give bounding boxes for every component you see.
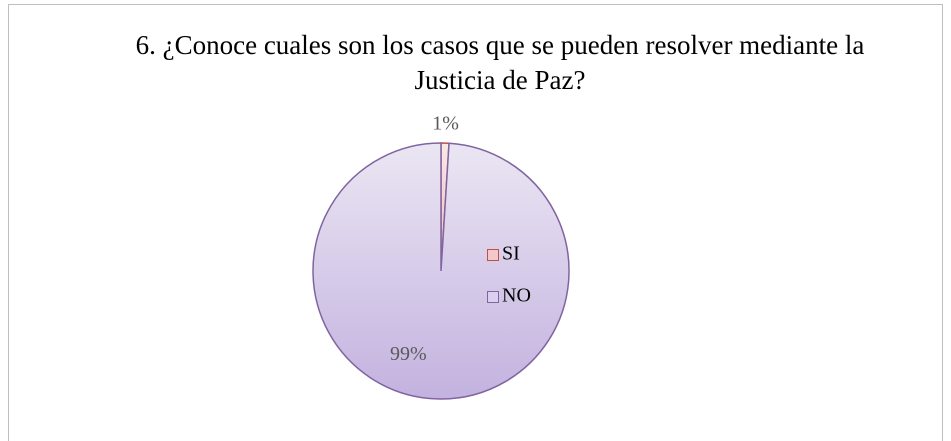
- legend-label: SI: [502, 243, 520, 265]
- legend-swatch: [487, 249, 499, 261]
- chart-title: 6. ¿Conoce cuales son los casos que se p…: [135, 30, 865, 95]
- legend-label: NO: [502, 285, 531, 307]
- pie-slice: [312, 142, 570, 400]
- legend-swatch: [487, 291, 499, 303]
- data-label: 99%: [390, 343, 427, 365]
- data-label: 1%: [432, 113, 459, 135]
